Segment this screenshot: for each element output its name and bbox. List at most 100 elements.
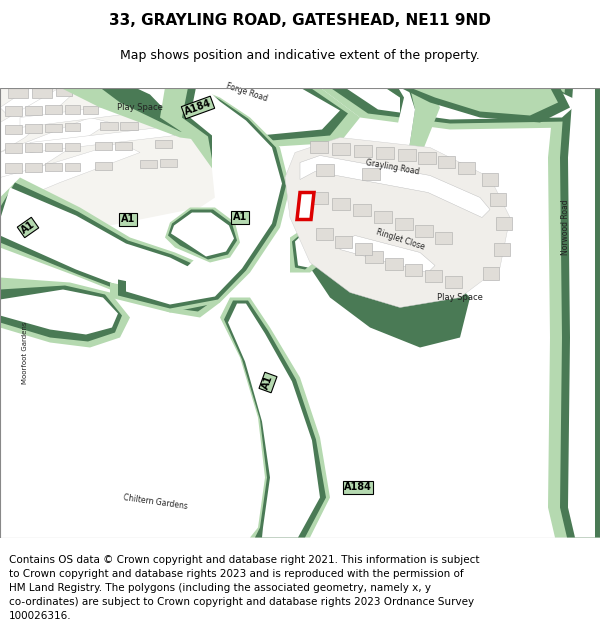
Polygon shape [438,156,455,168]
Polygon shape [353,204,371,216]
Polygon shape [310,238,470,348]
Polygon shape [482,173,498,186]
Polygon shape [135,88,340,136]
Text: Chiltern Gardens: Chiltern Gardens [122,494,188,511]
Polygon shape [126,88,282,304]
Polygon shape [0,286,122,341]
Polygon shape [25,162,42,171]
Polygon shape [171,213,234,256]
Polygon shape [0,88,55,122]
Polygon shape [425,269,442,281]
Text: A1: A1 [261,374,275,391]
Polygon shape [0,88,280,228]
Polygon shape [496,216,512,229]
Polygon shape [0,289,118,334]
Polygon shape [335,236,352,248]
Polygon shape [0,142,140,208]
Polygon shape [160,159,177,166]
Text: Grayling Road: Grayling Road [365,158,420,177]
Polygon shape [25,142,42,151]
Polygon shape [494,242,510,256]
Polygon shape [560,88,600,538]
Polygon shape [224,301,326,538]
Polygon shape [415,224,433,236]
Polygon shape [297,192,314,219]
Polygon shape [435,231,452,244]
Polygon shape [5,142,22,152]
Polygon shape [330,88,585,124]
Polygon shape [100,88,348,141]
Text: A1: A1 [233,213,247,222]
Polygon shape [458,161,475,174]
Text: Ringlet Close: Ringlet Close [375,228,426,252]
Polygon shape [95,141,112,149]
Polygon shape [418,151,436,164]
Polygon shape [95,161,112,169]
Polygon shape [45,124,62,131]
Polygon shape [65,142,80,151]
Polygon shape [220,298,330,538]
Polygon shape [292,88,415,269]
Polygon shape [8,88,28,98]
Polygon shape [155,139,172,148]
Polygon shape [340,236,435,272]
Polygon shape [145,92,175,108]
Polygon shape [65,122,80,131]
Text: Play Space: Play Space [437,293,483,302]
Polygon shape [332,142,350,154]
Polygon shape [400,88,570,122]
Polygon shape [60,88,360,148]
Polygon shape [30,127,175,152]
Polygon shape [65,104,80,114]
Polygon shape [310,191,328,204]
Polygon shape [45,162,62,171]
Polygon shape [332,198,350,209]
Polygon shape [285,138,510,308]
Text: Play Space: Play Space [117,103,163,112]
Polygon shape [45,104,62,114]
Polygon shape [5,162,22,172]
Polygon shape [355,242,372,254]
Polygon shape [445,276,462,288]
Polygon shape [165,208,240,262]
Polygon shape [568,88,595,538]
Polygon shape [320,88,590,129]
Polygon shape [405,264,422,276]
Text: A1: A1 [121,214,135,224]
Text: Map shows position and indicative extent of the property.: Map shows position and indicative extent… [120,49,480,62]
Text: A184: A184 [344,482,372,492]
Polygon shape [65,162,80,171]
Polygon shape [316,164,334,176]
Polygon shape [32,88,52,98]
Polygon shape [0,182,215,311]
Polygon shape [5,124,22,134]
Polygon shape [300,156,490,218]
Polygon shape [100,121,118,129]
Polygon shape [228,304,320,538]
Polygon shape [115,141,132,149]
Polygon shape [168,209,237,259]
Polygon shape [20,98,195,128]
Polygon shape [145,92,175,108]
Polygon shape [374,211,392,222]
Polygon shape [398,149,416,161]
Polygon shape [0,177,220,318]
Polygon shape [0,188,210,306]
Polygon shape [0,88,80,152]
Text: A184: A184 [183,98,213,117]
Text: 33, GRAYLING ROAD, GATESHEAD, NE11 9ND: 33, GRAYLING ROAD, GATESHEAD, NE11 9ND [109,13,491,28]
Text: Moorfoot Gardens: Moorfoot Gardens [22,321,28,384]
Polygon shape [410,88,558,116]
Polygon shape [362,168,380,179]
Polygon shape [354,144,372,156]
Polygon shape [483,266,499,279]
Polygon shape [345,88,580,119]
Polygon shape [140,159,157,168]
Polygon shape [290,88,440,272]
Polygon shape [295,88,415,268]
Polygon shape [548,88,600,538]
Polygon shape [45,142,62,151]
Polygon shape [0,118,110,182]
Polygon shape [25,124,42,132]
Polygon shape [120,121,138,129]
